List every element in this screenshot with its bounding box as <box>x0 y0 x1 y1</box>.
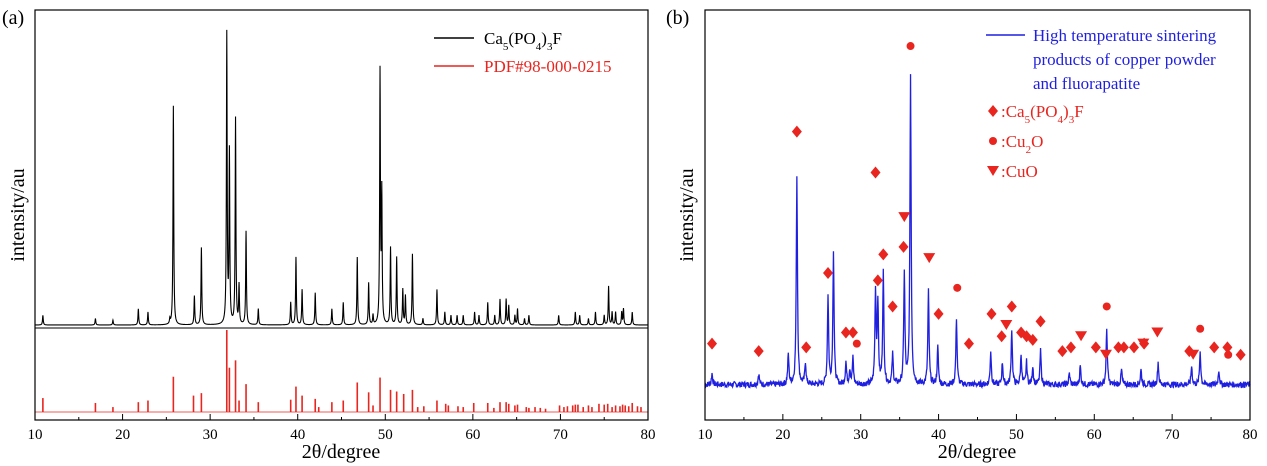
marker-ca5po43f <box>1128 341 1139 354</box>
panel-a-x-axis: 10 20 30 40 50 60 70 80 <box>28 414 656 443</box>
panel-a-x-axis-tick-label: 20 <box>115 427 130 443</box>
marker-cuo <box>898 212 911 223</box>
panel-b-x-axis-tick-label: 50 <box>1009 427 1024 443</box>
series-line-ca5po43f <box>35 29 648 326</box>
panel-a-x-axis-tick-label: 80 <box>641 427 656 443</box>
marker-cuo <box>1075 331 1088 342</box>
panel-b-y-axis-label: intensity/au <box>676 168 698 261</box>
panel-b-x-axis-label: 2θ/degree <box>938 441 1017 463</box>
legend-marker-triangle-down-icon <box>987 166 999 176</box>
panel-a-x-axis-tick-label: 50 <box>378 427 393 443</box>
marker-cuo <box>1187 349 1200 360</box>
marker-ca5po43f <box>933 307 944 320</box>
marker-ca5po43f <box>1090 341 1101 354</box>
panel-b-x-axis: 10 20 30 40 50 60 70 80 <box>698 414 1258 443</box>
legend-marker-circle-icon <box>989 137 997 145</box>
marker-ca5po43f <box>1113 341 1124 354</box>
marker-cuo <box>1137 338 1150 349</box>
marker-cu2o <box>1196 324 1205 333</box>
marker-ca5po43f <box>1006 300 1017 313</box>
marker-cu2o <box>906 42 915 51</box>
marker-ca5po43f <box>847 326 858 339</box>
marker-ca5po43f <box>986 307 997 320</box>
marker-cu2o <box>1102 302 1111 311</box>
marker-ca5po43f <box>1027 333 1038 346</box>
marker-cu2o <box>1224 350 1233 359</box>
marker-ca5po43f <box>707 337 718 350</box>
marker-ca5po43f <box>840 326 851 339</box>
marker-cuo <box>1000 320 1013 331</box>
marker-cuo <box>1099 349 1112 360</box>
marker-ca5po43f <box>1118 341 1129 354</box>
panel-b: (b) 10 20 30 40 50 60 70 80 intensity/au 2θ/deg… <box>666 7 1258 463</box>
panel-b-label: (b) <box>666 7 689 29</box>
panel-a-x-axis-tick-label: 30 <box>203 427 218 443</box>
panel-a-x-axis-tick-label: 60 <box>465 427 480 443</box>
marker-cuo <box>923 253 936 264</box>
marker-ca5po43f <box>898 240 909 253</box>
marker-ca5po43f <box>887 300 898 313</box>
legend-marker-label: :CuO <box>1001 162 1038 181</box>
panel-b-x-axis-tick-label: 30 <box>853 427 868 443</box>
marker-cu2o <box>953 283 962 292</box>
panel-b-x-axis-tick-label: 20 <box>775 427 790 443</box>
marker-cuo <box>1151 327 1164 338</box>
panel-a-x-axis-label: 2θ/degree <box>302 441 381 463</box>
marker-ca5po43f <box>996 330 1007 343</box>
marker-ca5po43f <box>753 345 764 358</box>
panel-b-x-axis-tick-label: 80 <box>1243 427 1258 443</box>
legend-label-pdf: PDF#98-000-0215 <box>484 57 612 76</box>
legend-line-label-2: products of copper powder <box>1033 50 1216 69</box>
panel-a-x-axis-tick-label: 10 <box>28 427 43 443</box>
panel-b-plot-area <box>704 42 1251 390</box>
panel-b-legend: High temperature sintering products of c… <box>986 26 1217 181</box>
marker-ca5po43f <box>823 266 834 279</box>
panel-a-plot-area <box>35 29 648 413</box>
panel-b-x-axis-tick-label: 10 <box>698 427 713 443</box>
series-line-sintering-products <box>704 74 1251 390</box>
marker-ca5po43f <box>1222 341 1233 354</box>
marker-ca5po43f <box>870 166 881 179</box>
legend-line-label-1: High temperature sintering <box>1033 26 1217 45</box>
marker-ca5po43f <box>1235 348 1246 361</box>
panel-a-x-axis-tick-label: 40 <box>290 427 305 443</box>
panel-a-y-axis-label: intensity/au <box>7 168 29 261</box>
panel-a-label: (a) <box>2 7 24 29</box>
marker-ca5po43f <box>1209 341 1220 354</box>
marker-ca5po43f <box>791 125 802 138</box>
panel-b-x-axis-tick-label: 40 <box>931 427 946 443</box>
panel-b-x-axis-tick-label: 60 <box>1087 427 1102 443</box>
legend-marker-diamond-icon <box>988 105 998 117</box>
panel-b-x-axis-tick-label: 70 <box>1165 427 1180 443</box>
marker-ca5po43f <box>963 337 974 350</box>
marker-ca5po43f <box>872 274 883 287</box>
marker-ca5po43f <box>1035 315 1046 328</box>
marker-ca5po43f <box>1065 341 1076 354</box>
panel-a-x-axis-tick-label: 70 <box>553 427 568 443</box>
legend-line-label-3: and fluorapatite <box>1033 74 1140 93</box>
marker-ca5po43f <box>1057 345 1068 358</box>
marker-ca5po43f <box>801 341 812 354</box>
marker-ca5po43f <box>878 248 889 261</box>
marker-cu2o <box>852 339 861 348</box>
